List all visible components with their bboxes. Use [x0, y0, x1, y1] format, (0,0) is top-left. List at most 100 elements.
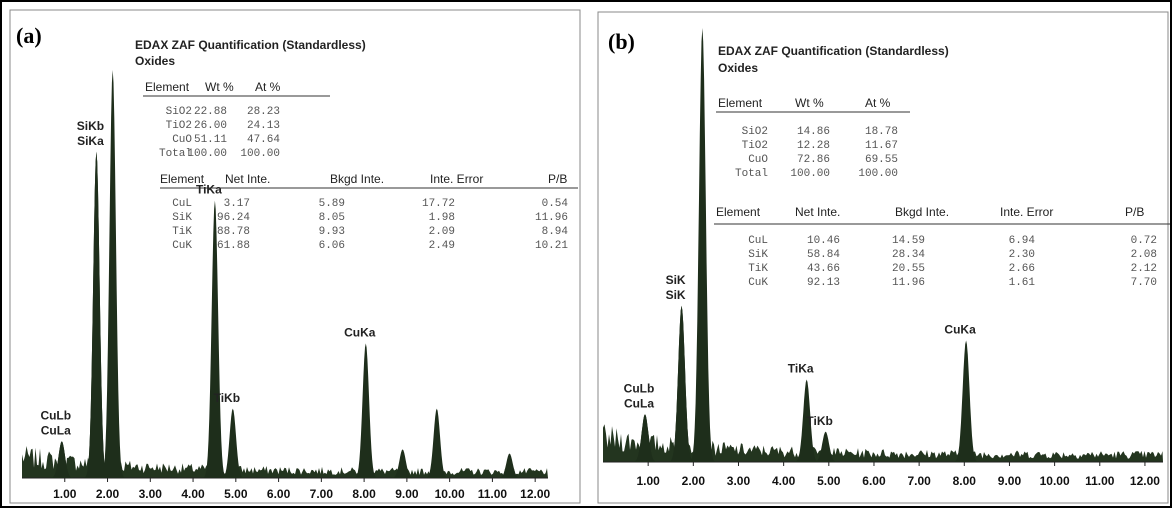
panel-frame	[9, 9, 581, 504]
table-cell: CuO	[172, 134, 192, 146]
table-cell: CuL	[172, 198, 192, 210]
table-header: P/B	[1125, 205, 1144, 219]
table-cell: 28.23	[247, 106, 280, 118]
table-cell: SiO2	[166, 106, 192, 118]
table-header: At %	[865, 96, 891, 110]
x-tick-label: 10.00	[435, 487, 465, 501]
x-tick-label: 12.00	[520, 487, 550, 501]
x-tick-label: 5.00	[224, 487, 248, 501]
x-tick-label: 11.00	[1085, 474, 1115, 488]
peak-label: CuLb	[40, 408, 71, 422]
table-cell: CuK	[748, 277, 768, 289]
table-cell: 8.05	[319, 212, 345, 224]
table-cell: 0.72	[1131, 235, 1157, 247]
peak	[793, 379, 821, 462]
table-cell: 12.28	[797, 140, 830, 152]
x-tick-label: 8.00	[953, 474, 977, 488]
peak-label: SiK	[666, 273, 686, 287]
table-cell: 2.30	[1009, 249, 1035, 261]
table-cell: CuK	[172, 240, 192, 252]
peak	[220, 408, 246, 478]
x-tick-label: 3.00	[139, 487, 163, 501]
x-tick-label: 4.00	[181, 487, 205, 501]
table-cell: CuO	[748, 154, 768, 166]
peak	[353, 343, 379, 478]
panel-frame	[597, 11, 1169, 504]
peak-label: CuLb	[624, 381, 655, 395]
background-noise	[603, 424, 1163, 462]
peak-label: SiKb	[77, 119, 104, 133]
peak	[496, 453, 523, 478]
table-header: Element	[718, 96, 763, 110]
peak	[668, 305, 696, 462]
x-tick-label: 9.00	[395, 487, 419, 501]
table-header: Element	[160, 172, 205, 186]
table-cell: 26.00	[194, 120, 227, 132]
x-tick-label: 2.00	[682, 474, 706, 488]
panel-label: (b)	[608, 29, 635, 54]
x-tick-label: 9.00	[998, 474, 1022, 488]
table-cell: 88.78	[217, 226, 250, 238]
table-cell: 9.93	[319, 226, 345, 238]
peak	[83, 151, 110, 478]
table-header: Inte. Error	[430, 172, 483, 186]
table-title: EDAX ZAF Quantification (Standardless)	[135, 38, 366, 52]
table-subtitle: Oxides	[718, 61, 758, 75]
table-header: Bkgd Inte.	[895, 205, 949, 219]
x-tick-label: 8.00	[352, 487, 376, 501]
table-cell: 10.21	[535, 240, 568, 252]
x-tick-label: 6.00	[862, 474, 886, 488]
table-cell: 1.98	[429, 212, 455, 224]
x-tick-label: 7.00	[310, 487, 334, 501]
table-cell: 11.96	[892, 277, 925, 289]
table-header: Wt %	[205, 80, 234, 94]
peak	[688, 28, 716, 462]
peak-label: CuKa	[344, 326, 376, 340]
table-cell: 6.94	[1009, 235, 1036, 247]
peak-label: CuKa	[944, 323, 976, 337]
peak-label: TiKb	[214, 391, 240, 405]
table-cell: Total	[735, 168, 768, 180]
table-cell: 10.46	[807, 235, 840, 247]
table-cell: 43.66	[807, 263, 840, 275]
x-tick-label: 6.00	[267, 487, 291, 501]
table-header: Element	[716, 205, 761, 219]
table-header: Wt %	[795, 96, 824, 110]
table-cell: 96.24	[217, 212, 250, 224]
table-cell: 22.88	[194, 106, 227, 118]
table-cell: 24.13	[247, 120, 280, 132]
peak-label: TiKb	[806, 414, 832, 428]
peak	[99, 70, 126, 478]
table-cell: 47.64	[247, 134, 280, 146]
x-tick-label: 10.00	[1040, 474, 1070, 488]
peak	[631, 414, 659, 462]
peak-label: SiK	[666, 288, 686, 302]
table-header: Element	[145, 80, 190, 94]
x-tick-label: 1.00	[636, 474, 660, 488]
x-tick-label: 3.00	[727, 474, 751, 488]
x-tick-label: 2.00	[96, 487, 120, 501]
table-cell: 28.34	[892, 249, 925, 261]
x-tick-label: 7.00	[907, 474, 931, 488]
peak	[202, 200, 228, 478]
table-header: Inte. Error	[1000, 205, 1053, 219]
peak	[49, 441, 75, 478]
x-tick-label: 4.00	[772, 474, 796, 488]
table-cell: 5.89	[319, 198, 345, 210]
peak	[812, 431, 840, 462]
x-tick-label: 5.00	[817, 474, 841, 488]
table-cell: 2.49	[429, 240, 455, 252]
table-cell: 20.55	[892, 263, 925, 275]
table-cell: TiO2	[742, 140, 768, 152]
table-cell: SiK	[748, 249, 768, 261]
x-tick-label: 1.00	[53, 487, 77, 501]
peak	[424, 408, 450, 478]
table-header: At %	[255, 80, 281, 94]
table-cell: 11.67	[865, 140, 898, 152]
peak-label: TiKa	[196, 183, 222, 197]
table-header: Net Inte.	[225, 172, 270, 186]
table-cell: 2.12	[1131, 263, 1157, 275]
table-header: Net Inte.	[795, 205, 840, 219]
table-cell: CuL	[748, 235, 768, 247]
table-cell: 61.88	[217, 240, 250, 252]
